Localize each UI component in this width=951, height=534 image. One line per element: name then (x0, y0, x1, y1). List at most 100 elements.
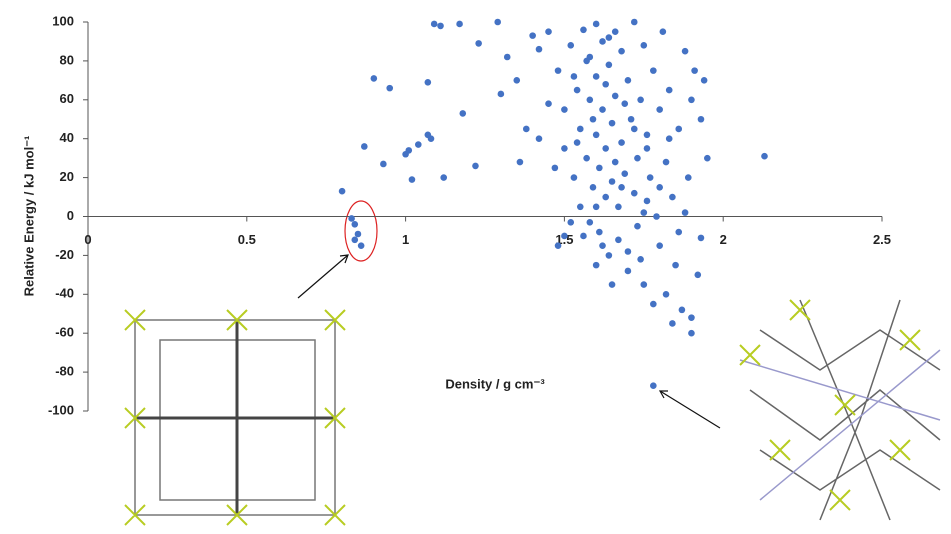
point (688, 330, 695, 337)
point (621, 170, 628, 177)
point (694, 272, 701, 279)
point (621, 100, 628, 107)
point (682, 209, 689, 216)
arrows (298, 255, 720, 428)
point (348, 215, 355, 222)
point (625, 268, 632, 275)
point (536, 46, 543, 53)
chart: Relative Energy / kJ mol⁻¹ Density / g c… (0, 0, 951, 529)
point (675, 126, 682, 133)
point (663, 159, 670, 166)
point (561, 106, 568, 113)
point (679, 307, 686, 314)
point (634, 223, 641, 230)
point (498, 91, 505, 98)
y-tick-label: 100 (52, 13, 74, 28)
point (555, 242, 562, 249)
y-tick-label: 0 (67, 208, 74, 223)
point (599, 106, 606, 113)
point (590, 116, 597, 123)
y-tick-label: 60 (60, 91, 74, 106)
point (571, 174, 578, 181)
y-tick-label: -100 (48, 402, 74, 417)
point (656, 184, 663, 191)
point (475, 40, 482, 47)
x-axis-label: Density / g cm⁻³ (445, 376, 545, 391)
point (625, 77, 632, 84)
point (609, 178, 616, 185)
point (612, 28, 619, 35)
point (596, 229, 603, 236)
point (561, 145, 568, 152)
point (529, 32, 536, 39)
point (675, 229, 682, 236)
point (602, 145, 609, 152)
point (545, 28, 552, 35)
x-tick-label: 0.5 (238, 232, 256, 247)
point (577, 126, 584, 133)
point (504, 54, 511, 61)
point (587, 97, 594, 104)
point (609, 281, 616, 288)
point (656, 106, 663, 113)
point (634, 155, 641, 162)
point (682, 48, 689, 55)
point (644, 132, 651, 139)
point (456, 21, 463, 28)
point (380, 161, 387, 168)
point (361, 143, 368, 150)
point (698, 116, 705, 123)
point (618, 139, 625, 146)
point (650, 382, 657, 389)
y-tick-label: 80 (60, 52, 74, 67)
point (650, 67, 657, 74)
point (650, 301, 657, 308)
point (615, 203, 622, 210)
point (561, 233, 568, 240)
point (351, 221, 358, 228)
point (599, 242, 606, 249)
point (587, 219, 594, 226)
point (536, 135, 543, 142)
point (647, 174, 654, 181)
point (602, 81, 609, 88)
point (523, 126, 530, 133)
point (641, 209, 648, 216)
point (517, 159, 524, 166)
point (428, 135, 435, 142)
point (415, 141, 422, 148)
point (593, 262, 600, 269)
point (656, 242, 663, 249)
point (663, 291, 670, 298)
point (612, 159, 619, 166)
point (409, 176, 416, 183)
point (552, 165, 559, 172)
point (459, 110, 466, 117)
point (606, 34, 613, 41)
point (628, 116, 635, 123)
point (587, 54, 594, 61)
point (606, 252, 613, 259)
point (698, 235, 705, 242)
point (545, 100, 552, 107)
y-tick-label: -40 (55, 286, 74, 301)
y-tick-label: 20 (60, 169, 74, 184)
point (612, 93, 619, 100)
x-tick-label: 2.5 (873, 232, 891, 247)
point (593, 73, 600, 80)
point (631, 190, 638, 197)
point (599, 38, 606, 45)
point (637, 256, 644, 263)
y-tick-label: 40 (60, 130, 74, 145)
point (672, 262, 679, 269)
point (615, 237, 622, 244)
point (644, 198, 651, 205)
x-tick-label: 0 (84, 232, 91, 247)
point (641, 42, 648, 49)
y-axis-label: Relative Energy / kJ mol⁻¹ (21, 136, 36, 297)
point (669, 194, 676, 201)
point (571, 73, 578, 80)
point (583, 155, 590, 162)
point (593, 132, 600, 139)
point (574, 87, 581, 94)
